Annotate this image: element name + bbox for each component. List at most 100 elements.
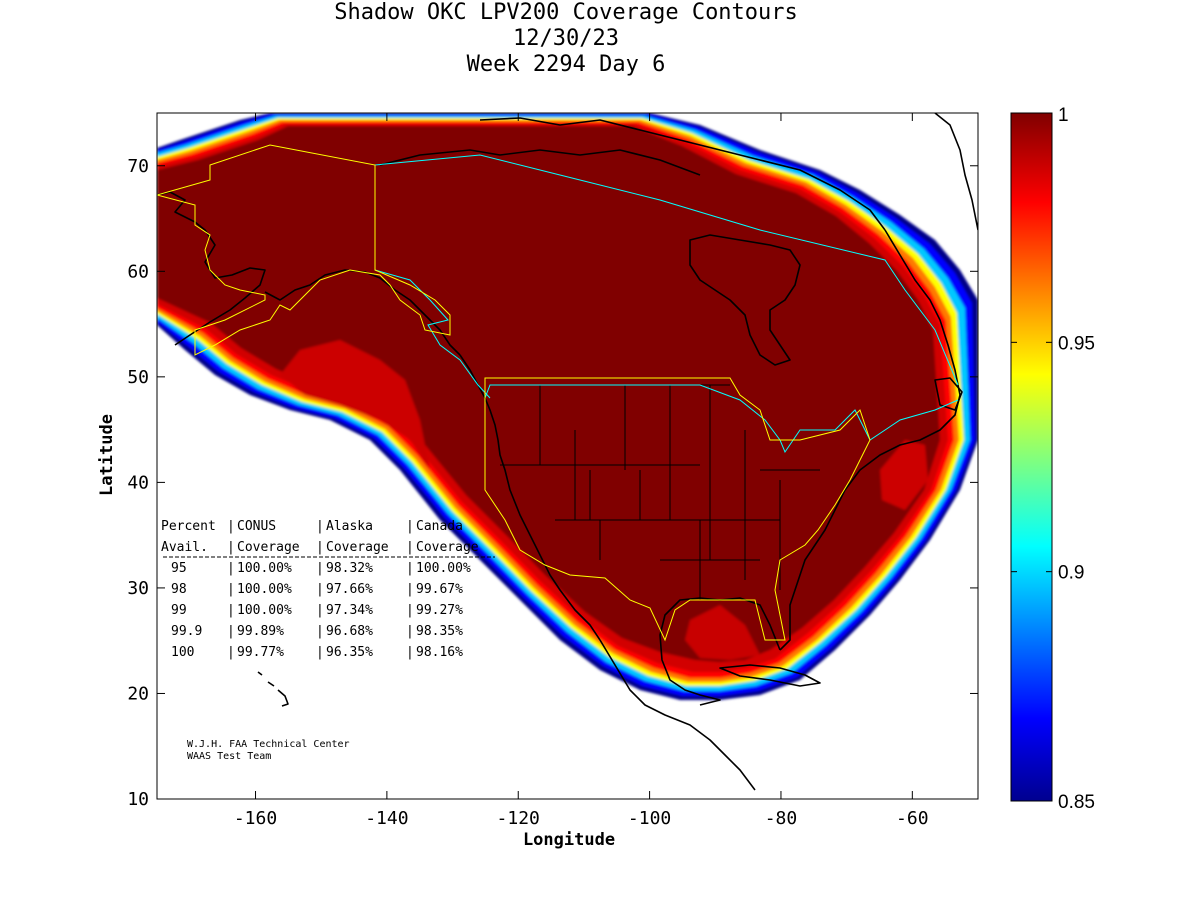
colorbar-tick-label: 0.95	[1058, 333, 1095, 354]
x-tick-label: -120	[497, 808, 540, 829]
y-tick-label: 30	[127, 578, 149, 599]
table-separator: |	[316, 624, 324, 639]
coast-alaska	[157, 191, 461, 356]
table-separator: |	[406, 603, 414, 618]
chart-title: Shadow OKC LPV200 Coverage Contours	[334, 0, 798, 25]
table-separator: |	[227, 519, 235, 534]
table-cell: 99.77%	[237, 645, 284, 660]
table-cell: 96.68%	[326, 624, 373, 639]
axes: -160 -140 -120 -100 -80 -60 10 20 30 40 50 60 70	[127, 112, 979, 829]
coast-arctic	[379, 117, 886, 231]
table-cell: 99	[171, 603, 187, 618]
coast-newfoundland	[934, 377, 963, 411]
coast-gulf	[659, 597, 781, 706]
table-cell: 100.00%	[237, 582, 292, 597]
table-cell: 99.89%	[237, 624, 284, 639]
credit-line1: W.J.H. FAA Technical Center	[187, 739, 350, 750]
table-cell: 99.27%	[416, 603, 463, 618]
table-separator: |	[406, 624, 414, 639]
coast-greenland	[934, 113, 978, 231]
table-separator: |	[316, 603, 324, 618]
coast-central-america	[599, 639, 756, 791]
table-separator: |	[406, 540, 414, 555]
table-row: 95 | 100.00% | 98.32% | 100.00%	[171, 561, 471, 576]
colorbar-tick-label: 1	[1058, 105, 1069, 126]
table-cell: Canada	[416, 519, 463, 534]
table-cell: Percent	[161, 519, 216, 534]
plot-frame	[156, 112, 979, 800]
table-separator: |	[406, 561, 414, 576]
table-separator: |	[316, 645, 324, 660]
table-cell: CONUS	[237, 519, 276, 534]
y-tick-label: 70	[127, 156, 149, 177]
coast-east	[779, 229, 961, 651]
table-cell: 95	[171, 561, 187, 576]
alaska-boundary	[374, 165, 491, 399]
table-cell: Coverage	[237, 540, 300, 555]
table-separator: |	[316, 519, 324, 534]
x-tick-label: -100	[628, 808, 671, 829]
chart-date: 12/30/23	[513, 26, 619, 51]
pocket-west	[280, 340, 430, 470]
x-tick-label: -80	[765, 808, 798, 829]
pocket-east	[880, 440, 928, 510]
y-tick-label: 20	[127, 683, 149, 704]
coastlines	[157, 113, 978, 791]
table-separator: |	[227, 645, 235, 660]
y-tick-label: 40	[127, 472, 149, 493]
y-axis-label: Latitude	[97, 414, 117, 496]
chart-week: Week 2294 Day 6	[466, 52, 666, 77]
table-row: 99.9 | 99.89% | 96.68% | 98.35%	[171, 624, 463, 639]
boundaries	[157, 144, 959, 642]
pocket-gulf	[685, 605, 760, 660]
coast-cuba	[719, 664, 821, 687]
table-separator: |	[227, 540, 235, 555]
table-cell: 100	[171, 645, 194, 660]
table-row: 99 | 100.00% | 97.34% | 99.27%	[171, 603, 463, 618]
table-cell: 100.00%	[237, 603, 292, 618]
table-cell: 100.00%	[416, 561, 471, 576]
table-cell: 100.00%	[237, 561, 292, 576]
y-tick-label: 60	[127, 261, 149, 282]
alaska-canada-boundary	[374, 154, 959, 386]
y-tick-label: 50	[127, 367, 149, 388]
table-separator: |	[227, 582, 235, 597]
table-cell: 98.16%	[416, 645, 463, 660]
table-cell: Coverage	[326, 540, 389, 555]
us-canada-boundary	[484, 384, 959, 454]
table-cell: Avail.	[161, 540, 208, 555]
coast-hudson	[689, 234, 801, 366]
table-cell: 98.32%	[326, 561, 373, 576]
table-cell: Coverage	[416, 540, 479, 555]
alaska-service-area	[157, 144, 451, 356]
x-tick-label: -140	[365, 808, 408, 829]
y-tick-label: 10	[127, 789, 149, 810]
colorbar: 1 0.95 0.9 0.85	[1010, 105, 1095, 813]
table-separator: |	[406, 582, 414, 597]
coverage-contours	[157, 113, 978, 700]
table-separator: |	[227, 624, 235, 639]
table-cell: 97.34%	[326, 603, 373, 618]
x-axis-label: Longitude	[523, 830, 615, 850]
table-separator: |	[316, 561, 324, 576]
x-tick-label: -160	[234, 808, 277, 829]
colorbar-tick-label: 0.9	[1058, 563, 1084, 584]
x-tick-label: -60	[896, 808, 929, 829]
table-subheader: Avail. | Coverage | Coverage | Coverage	[161, 540, 479, 555]
table-separator: |	[227, 603, 235, 618]
table-cell: 97.66%	[326, 582, 373, 597]
table-cell: 98.35%	[416, 624, 463, 639]
table-row: 98 | 100.00% | 97.66% | 99.67%	[171, 582, 463, 597]
table-separator: |	[316, 540, 324, 555]
table-row: 100 | 99.77% | 96.35% | 98.16%	[171, 645, 463, 660]
table-separator: |	[227, 561, 235, 576]
table-header: Percent | CONUS | Alaska | Canada	[161, 519, 463, 534]
table-cell: 96.35%	[326, 645, 373, 660]
table-cell: 98	[171, 582, 187, 597]
table-cell: 99.67%	[416, 582, 463, 597]
coast-bc	[459, 354, 601, 641]
coast-hawaii	[257, 671, 289, 707]
colorbar-gradient	[1010, 112, 1053, 802]
